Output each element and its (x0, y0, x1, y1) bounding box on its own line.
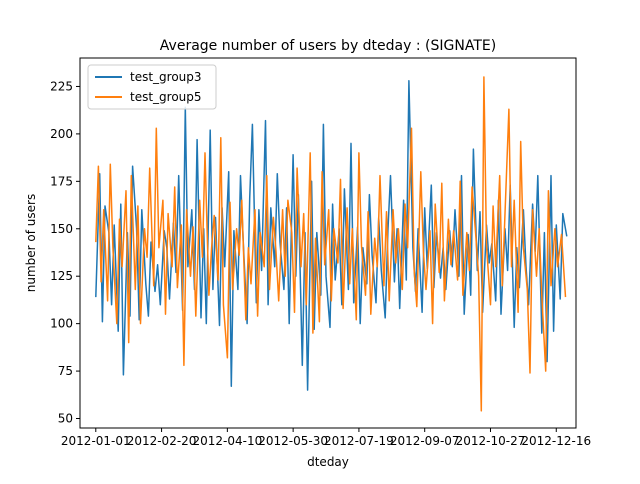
x-tick-label: 2012-01-01 (61, 434, 131, 448)
series-line-test-group3 (95, 80, 568, 391)
y-tick-label: 150 (50, 222, 73, 236)
x-tick-label: 2012-02-20 (127, 434, 197, 448)
x-tick-label: 2012-10-27 (456, 434, 526, 448)
x-axis: 2012-01-012012-02-202012-04-102012-05-30… (61, 428, 591, 448)
x-tick-label: 2012-05-30 (258, 434, 328, 448)
x-tick-label: 2012-07-19 (324, 434, 394, 448)
y-tick-label: 50 (58, 412, 73, 426)
plot-frame (79, 57, 577, 429)
legend-entry-label: test_group5 (130, 90, 202, 104)
x-tick-label: 2012-09-07 (390, 434, 460, 448)
x-axis-label: dteday (307, 455, 349, 469)
y-tick-label: 100 (50, 317, 73, 331)
y-tick-label: 175 (50, 174, 73, 188)
y-tick-label: 200 (50, 127, 73, 141)
y-tick-label: 75 (58, 364, 73, 378)
legend: test_group3 test_group5 (87, 64, 217, 110)
series-line-test-group5 (95, 76, 567, 412)
legend-entry-label: test_group3 (130, 70, 202, 84)
y-tick-label: 125 (50, 269, 73, 283)
y-tick-label: 225 (50, 79, 73, 93)
y-axis: 50 75 100 125 150 175 200 225 (50, 79, 80, 426)
series-layer (95, 76, 568, 412)
y-axis-label: number of users (24, 194, 38, 292)
x-tick-label: 2012-04-10 (192, 434, 262, 448)
chart-title: Average number of users by dteday : (SIG… (160, 38, 496, 54)
x-tick-label: 2012-12-16 (521, 434, 591, 448)
